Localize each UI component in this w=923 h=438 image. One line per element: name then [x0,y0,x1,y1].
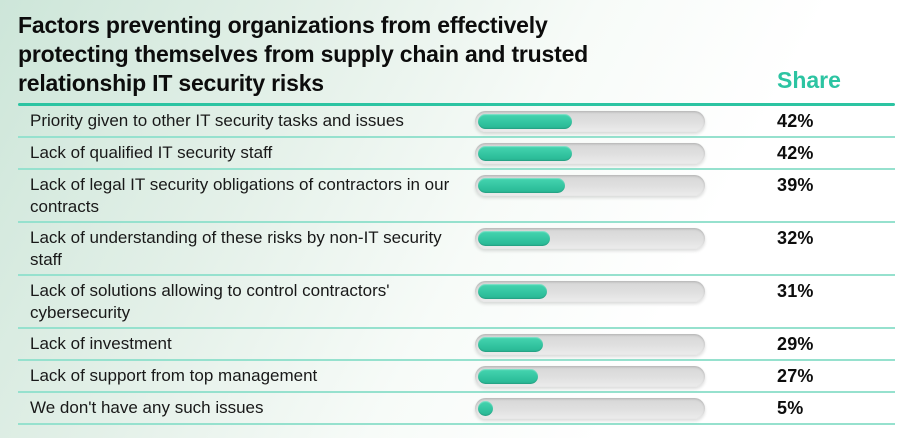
factor-label: We don't have any such issues [30,398,264,417]
bar-cell [475,365,705,387]
bar-track [475,111,705,132]
chart-header: Factors preventing organizations from ef… [18,0,895,98]
table-row: Lack of support from top management 27% [18,361,895,393]
bar-track [475,334,705,355]
factor-label: Lack of investment [30,334,172,353]
table-row: Priority given to other IT security task… [18,106,895,138]
share-value: 42% [777,143,814,163]
bar-fill [478,284,548,299]
factor-label: Lack of understanding of these risks by … [30,228,442,269]
bar-fill [478,337,543,352]
bar-cell [475,227,705,249]
bar-fill [478,146,573,161]
bar-track [475,366,705,387]
bar-cell [475,397,705,419]
chart-panel: Factors preventing organizations from ef… [18,0,895,425]
bar-cell [475,110,705,132]
chart-rows: Priority given to other IT security task… [18,106,895,425]
bar-fill [478,369,539,384]
share-value: 5% [777,398,804,418]
title-line-3: relationship IT security risks [18,70,324,96]
share-column-header: Share [777,67,841,93]
factor-label: Lack of legal IT security obligations of… [30,175,450,216]
title-line-1: Factors preventing organizations from ef… [18,12,548,38]
bar-cell [475,333,705,355]
header-divider [18,103,895,106]
share-value: 39% [777,175,814,195]
page-title: Factors preventing organizations from ef… [18,11,658,98]
share-value: 32% [777,228,814,248]
table-row: Lack of legal IT security obligations of… [18,170,895,223]
bar-track [475,228,705,249]
bar-track [475,398,705,419]
bar-fill [478,401,493,416]
table-row: Lack of understanding of these risks by … [18,223,895,276]
bar-fill [478,178,566,193]
share-value: 29% [777,334,814,354]
bar-track [475,143,705,164]
bar-track [475,175,705,196]
bar-fill [478,114,573,129]
factor-label: Lack of solutions allowing to control co… [30,281,390,322]
bar-fill [478,231,550,246]
bar-cell [475,174,705,196]
factor-label: Priority given to other IT security task… [30,111,404,130]
table-row: Lack of solutions allowing to control co… [18,276,895,329]
table-row: Lack of investment 29% [18,329,895,361]
bar-track [475,281,705,302]
factor-label: Lack of qualified IT security staff [30,143,273,162]
table-row: We don't have any such issues 5% [18,393,895,425]
share-value: 31% [777,281,814,301]
table-row: Lack of qualified IT security staff 42% [18,138,895,170]
factor-label: Lack of support from top management [30,366,318,385]
bar-cell [475,142,705,164]
bar-cell [475,280,705,302]
share-value: 27% [777,366,814,386]
title-line-2: protecting themselves from supply chain … [18,41,589,67]
share-value: 42% [777,111,814,131]
